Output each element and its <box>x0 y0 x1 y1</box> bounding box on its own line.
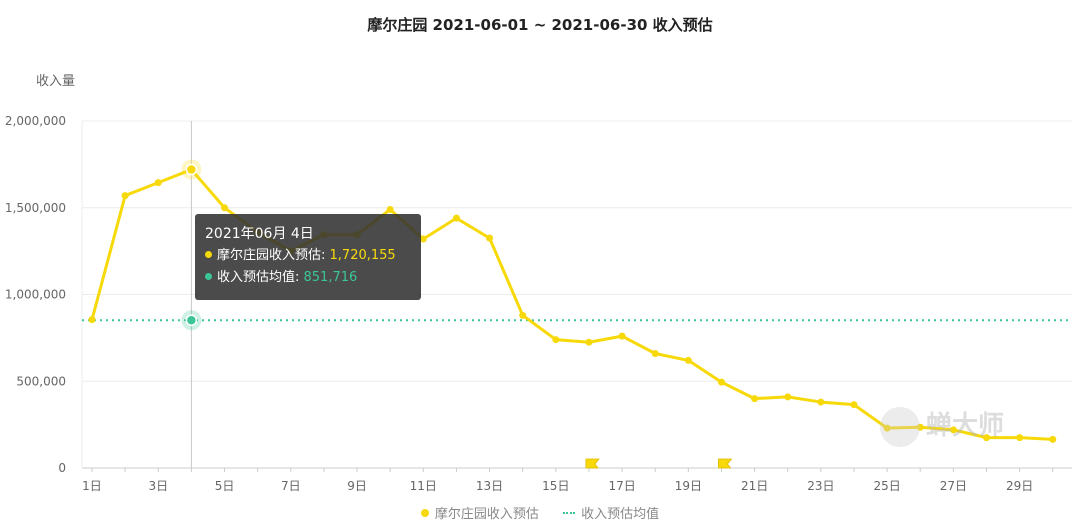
data-point <box>817 398 825 406</box>
data-point <box>519 311 527 319</box>
tooltip-title: 2021年06月 4日 <box>205 226 314 242</box>
watermark-text: 蝉大师 <box>926 411 1005 441</box>
series-dot-icon <box>205 273 212 280</box>
data-point <box>983 434 991 442</box>
y-tick-label: 0 <box>58 461 66 475</box>
y-tick-label: 500,000 <box>16 374 66 388</box>
data-point <box>121 192 129 200</box>
x-tick-label: 25日 <box>873 479 900 493</box>
x-tick-label: 7日 <box>281 479 301 493</box>
highlight-point <box>185 163 198 176</box>
watermark: 蝉大师 <box>880 405 1080 460</box>
legend-item-revenue[interactable]: 摩尔庄园收入预估 <box>420 503 539 522</box>
y-tick-label: 1,500,000 <box>5 201 66 215</box>
legend-dot-icon <box>420 509 429 517</box>
x-tick-label: 3日 <box>148 479 168 493</box>
x-tick-label: 17日 <box>608 479 635 493</box>
data-point <box>452 214 460 222</box>
data-point <box>949 426 957 434</box>
data-point <box>221 204 229 212</box>
tooltip-row-value: 1,720,155 <box>329 248 396 263</box>
x-tick-label: 5日 <box>215 479 235 493</box>
data-point <box>651 349 659 357</box>
event-flag-icon <box>585 458 600 469</box>
data-point <box>1016 434 1024 442</box>
legend: 摩尔庄园收入预估 收入预估均值 <box>0 503 1080 522</box>
y-tick-label: 1,000,000 <box>5 288 66 302</box>
data-point <box>684 356 692 364</box>
data-point <box>883 424 891 432</box>
data-point <box>1049 435 1057 443</box>
series-line <box>90 168 1053 441</box>
y-axis-title: 收入量 <box>36 74 76 89</box>
data-point <box>419 235 427 243</box>
data-point <box>552 336 560 344</box>
data-point <box>717 378 725 386</box>
data-point <box>751 395 759 403</box>
data-point <box>784 393 792 401</box>
x-tick-label: 21日 <box>741 479 768 493</box>
legend-label: 摩尔庄园收入预估 <box>434 507 539 522</box>
series-dot-icon <box>205 251 212 258</box>
data-point <box>585 338 593 346</box>
data-point <box>386 205 394 213</box>
average-highlight-point <box>185 314 198 326</box>
chart-title: 摩尔庄园 2021-06-01 ~ 2021-06-30 收入预估 <box>367 16 713 34</box>
x-tick-label: 29日 <box>1006 479 1033 493</box>
x-tick-label: 19日 <box>675 479 702 493</box>
data-point <box>88 316 96 324</box>
tooltip-row-label: 收入预估均值: <box>217 270 304 285</box>
legend-dotted-line-icon <box>563 512 576 514</box>
watermark-logo-icon <box>880 406 920 447</box>
x-tick-label: 23日 <box>807 479 834 493</box>
tooltip-row-revenue: 摩尔庄园收入预估: 1,720,155 <box>205 245 411 267</box>
tooltip-row-average: 收入预估均值: 851,716 <box>205 267 411 289</box>
data-point <box>916 423 924 431</box>
x-tick-label: 1日 <box>82 479 102 493</box>
tooltip-row-label: 摩尔庄园收入预估: <box>217 248 330 263</box>
event-flag-icon <box>718 458 733 469</box>
legend-item-average[interactable]: 收入预估均值 <box>563 503 659 522</box>
x-tick-label: 13日 <box>476 479 503 493</box>
x-tick-label: 27日 <box>940 479 967 493</box>
x-tick-label: 11日 <box>410 479 437 493</box>
y-tick-label: 2,000,000 <box>5 114 66 128</box>
data-point <box>154 179 162 187</box>
x-tick-label: 15日 <box>542 479 569 493</box>
legend-label: 收入预估均值 <box>581 507 660 522</box>
data-point <box>618 332 626 340</box>
tooltip: 2021年06月 4日 摩尔庄园收入预估: 1,720,155 收入预估均值: … <box>195 214 421 300</box>
x-tick-label: 9日 <box>347 479 367 493</box>
data-point <box>486 234 494 242</box>
data-point <box>850 401 858 409</box>
tooltip-row-value: 851,716 <box>303 270 358 285</box>
